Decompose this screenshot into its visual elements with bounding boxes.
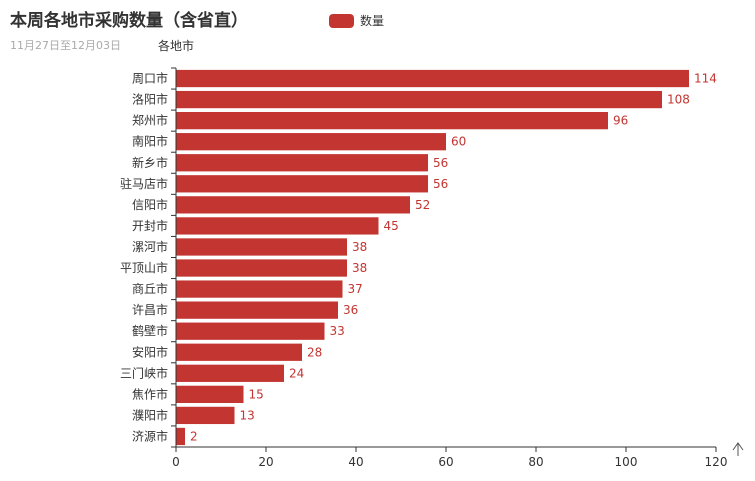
category-label: 漯河市: [132, 239, 168, 254]
category-label: 周口市: [132, 71, 168, 86]
category-label: 新乡市: [132, 155, 168, 170]
value-label: 2: [190, 429, 198, 443]
bar: [176, 69, 689, 88]
category-label: 驻马店市: [120, 176, 168, 191]
value-label: 108: [667, 93, 690, 107]
value-label: 52: [415, 198, 430, 212]
category-label: 南阳市: [132, 134, 168, 149]
category-label: 平顶山市: [120, 260, 168, 275]
category-label: 安阳市: [132, 344, 168, 359]
bar: [176, 112, 608, 130]
category-label: 开封市: [132, 218, 168, 233]
bar: [176, 154, 428, 172]
value-label: 60: [451, 135, 466, 149]
category-label: 许昌市: [132, 302, 168, 317]
restore-icon[interactable]: [732, 442, 744, 456]
x-tick-label: 100: [615, 455, 638, 469]
value-label: 114: [694, 72, 717, 86]
value-label: 56: [433, 177, 448, 191]
value-label: 45: [384, 219, 399, 233]
chart-subtitle: 11月27日至12月03日: [10, 39, 121, 52]
bar: [176, 238, 347, 256]
x-tick-label: 120: [705, 455, 728, 469]
value-label: 28: [307, 345, 322, 359]
x-tick-label: 0: [172, 455, 180, 469]
value-label: 33: [330, 324, 345, 338]
category-label: 洛阳市: [132, 92, 168, 107]
bar: [176, 364, 284, 382]
bar: [176, 322, 325, 340]
category-label: 商丘市: [132, 281, 168, 296]
value-label: 36: [343, 303, 358, 317]
x-tick-label: 80: [528, 455, 543, 469]
value-label: 15: [249, 387, 264, 401]
bar: [176, 90, 662, 109]
bar: [176, 280, 343, 298]
x-tick-label: 20: [258, 455, 273, 469]
bar: [176, 343, 302, 361]
bar: [176, 217, 379, 235]
category-label: 鹤壁市: [132, 323, 168, 338]
category-label: 郑州市: [132, 113, 168, 128]
bar: [176, 196, 410, 214]
category-label: 焦作市: [132, 386, 168, 401]
bar: [176, 301, 338, 319]
category-label: 三门峡市: [120, 365, 168, 380]
legend-swatch[interactable]: [329, 13, 354, 28]
legend[interactable]: 数量: [329, 12, 384, 29]
x-tick-label: 60: [438, 455, 453, 469]
value-label: 96: [613, 114, 628, 128]
bar: [176, 406, 235, 425]
category-label: 濮阳市: [132, 407, 168, 422]
bar: [176, 385, 244, 403]
chart-title: 本周各地市采购数量（含省直）: [10, 11, 248, 31]
bar: [176, 259, 347, 277]
value-label: 37: [348, 282, 363, 296]
category-label: 信阳市: [132, 197, 168, 212]
value-label: 38: [352, 261, 367, 275]
bar: [176, 175, 428, 193]
bar: [176, 133, 446, 151]
y-axis-name: 各地市: [158, 38, 194, 53]
value-label: 24: [289, 366, 304, 380]
value-label: 56: [433, 156, 448, 170]
category-label: 济源市: [132, 428, 168, 443]
bar: [176, 427, 185, 446]
legend-label[interactable]: 数量: [360, 14, 385, 28]
value-label: 13: [240, 408, 255, 422]
x-tick-label: 40: [348, 455, 363, 469]
value-label: 38: [352, 240, 367, 254]
